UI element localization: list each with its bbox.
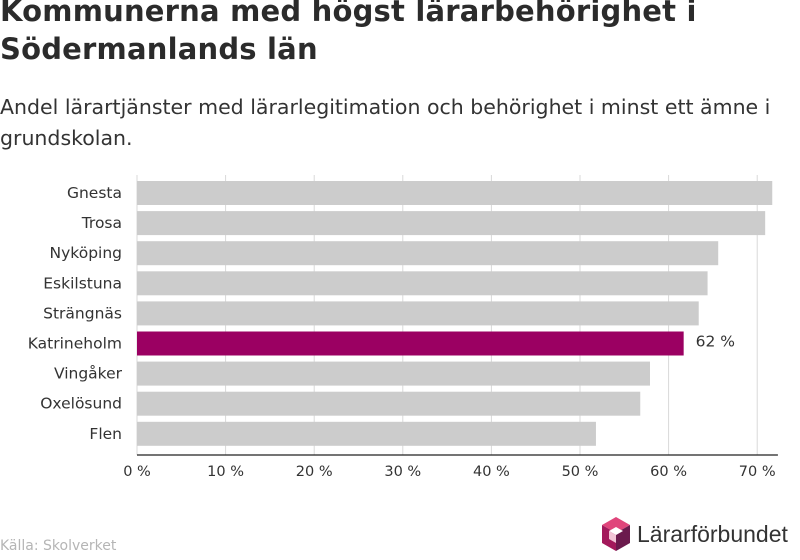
logo-text: Lärarförbundet	[637, 520, 788, 547]
bar	[137, 391, 641, 416]
logo-cube-icon	[602, 517, 630, 551]
category-label: Vingåker	[54, 365, 123, 383]
x-tick-label: 60 %	[650, 464, 687, 480]
bar	[137, 211, 766, 236]
source-note: Källa: Skolverket	[0, 538, 117, 554]
x-tick-label: 50 %	[562, 464, 599, 480]
category-label: Oxelösund	[40, 395, 122, 413]
category-label: Gnesta	[67, 184, 122, 202]
x-tick-label: 0 %	[123, 464, 151, 480]
bar	[137, 271, 708, 296]
chart-subtitle: Andel lärartjänster med lärarlegitimatio…	[0, 95, 771, 150]
bar	[137, 241, 719, 266]
x-tick-label: 10 %	[207, 464, 244, 480]
bar	[137, 181, 773, 205]
x-tick-label: 30 %	[384, 464, 421, 480]
category-label: Nyköping	[50, 244, 122, 262]
bar	[137, 361, 650, 386]
bar	[137, 331, 684, 356]
chart-title: Kommunerna med högst lärarbehörighet i S…	[0, 0, 697, 66]
category-label: Trosa	[81, 214, 122, 232]
bar	[137, 421, 596, 446]
category-label: Katrineholm	[28, 335, 122, 353]
bar	[137, 301, 699, 326]
category-label: Eskilstuna	[43, 274, 122, 292]
data-label: 62 %	[696, 333, 735, 351]
x-tick-label: 40 %	[473, 464, 510, 480]
lararforbundet-logo: Lärarförbundet	[600, 514, 788, 554]
x-tick-label: 70 %	[739, 464, 776, 480]
category-label: Flen	[89, 425, 122, 443]
x-tick-label: 20 %	[296, 464, 333, 480]
category-label: Strängnäs	[43, 304, 122, 322]
